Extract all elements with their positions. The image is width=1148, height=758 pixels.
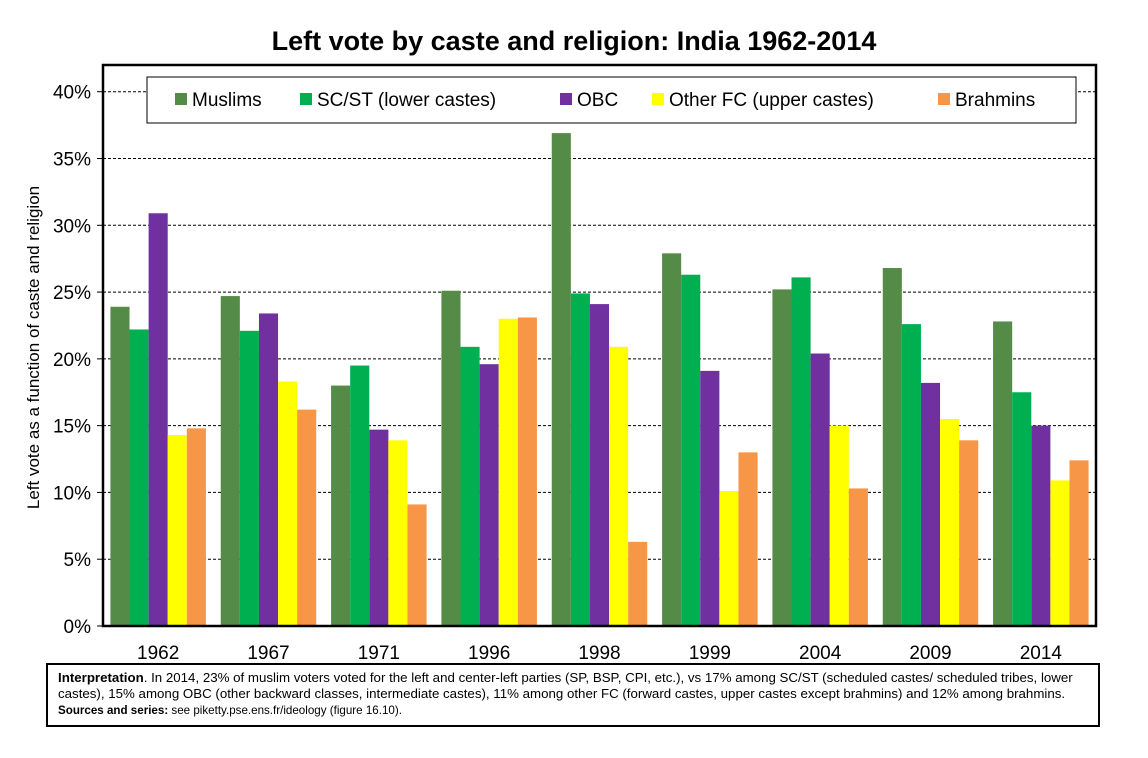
legend-swatch [652, 93, 664, 105]
chart-title: Left vote by caste and religion: India 1… [271, 26, 877, 56]
bar [810, 353, 830, 626]
bar [239, 330, 259, 626]
bar [570, 293, 590, 626]
y-tick-label: 25% [53, 283, 91, 304]
y-tick-label: 5% [64, 550, 92, 571]
bar [460, 346, 480, 626]
legend-swatch [175, 93, 187, 105]
bar [829, 425, 849, 626]
y-axis-label: Left vote as a function of caste and rel… [24, 186, 43, 509]
bar [167, 434, 187, 626]
interpretation-note: Interpretation. In 2014, 23% of muslim v… [46, 663, 1100, 727]
bar [959, 440, 979, 626]
bar [331, 385, 351, 626]
bar [369, 429, 389, 626]
x-tick-label: 2004 [799, 643, 842, 660]
bar [186, 428, 206, 626]
bar [129, 329, 149, 626]
bar [940, 418, 960, 626]
bar [738, 452, 758, 626]
x-tick-label: 1996 [468, 643, 510, 660]
bar [700, 370, 720, 626]
y-tick-label: 15% [53, 417, 91, 438]
bar [350, 365, 370, 626]
legend-label: Other FC (upper castes) [669, 90, 874, 111]
bar [220, 296, 240, 626]
y-tick-label: 20% [53, 350, 91, 371]
legend-swatch [938, 93, 950, 105]
bar [609, 346, 629, 626]
bar [441, 290, 461, 626]
bar [901, 324, 921, 626]
bar [681, 274, 701, 626]
y-tick-label: 0% [64, 617, 92, 638]
legend-swatch [560, 93, 572, 105]
bar [1031, 425, 1051, 626]
bar [848, 488, 868, 626]
bar [589, 304, 610, 626]
bar [258, 313, 279, 626]
y-tick-label: 40% [53, 83, 91, 104]
sources-text: see piketty.pse.ens.fr/ideology (figure … [168, 704, 402, 717]
bar [297, 409, 317, 626]
bar [719, 491, 739, 626]
sources-label: Sources and series: [58, 704, 169, 717]
note-label: Interpretation [58, 670, 144, 685]
bar [1050, 480, 1070, 626]
x-tick-label: 1971 [358, 643, 400, 660]
bar [662, 253, 682, 627]
bar [628, 541, 648, 626]
y-tick-label: 30% [53, 216, 91, 237]
bar [110, 306, 130, 626]
legend-label: OBC [577, 90, 618, 111]
x-tick-label: 1999 [689, 643, 731, 660]
bar [920, 382, 941, 626]
bar [498, 318, 518, 626]
x-tick-label: 2009 [909, 643, 951, 660]
note-text: . In 2014, 23% of muslim voters voted fo… [58, 670, 1073, 701]
legend-label: Brahmins [955, 90, 1035, 111]
bar [882, 268, 902, 626]
x-tick-label: 1998 [578, 643, 620, 660]
bar [772, 289, 792, 626]
x-tick-label: 1967 [247, 643, 289, 660]
bar [993, 321, 1013, 626]
bar [388, 440, 408, 626]
bar [148, 213, 168, 626]
bar [517, 317, 537, 626]
y-tick-label: 35% [53, 150, 91, 171]
bar [479, 364, 499, 626]
bar [407, 504, 427, 626]
bar [1012, 392, 1032, 626]
y-tick-label: 10% [53, 483, 91, 504]
x-tick-label: 2014 [1020, 643, 1063, 660]
x-tick-label: 1962 [137, 643, 179, 660]
legend-label: SC/ST (lower castes) [317, 90, 496, 111]
bar [1069, 460, 1089, 626]
bar [551, 133, 571, 626]
bar [278, 381, 298, 626]
bar-chart: 0% 5% 10% 15% 20% 25% 30% 35% 40% 1962 1967 1971 199… [24, 63, 1098, 660]
bar [791, 277, 811, 626]
legend-label: Muslims [192, 90, 262, 111]
plot-frame [101, 63, 1098, 628]
legend-swatch [300, 93, 312, 105]
